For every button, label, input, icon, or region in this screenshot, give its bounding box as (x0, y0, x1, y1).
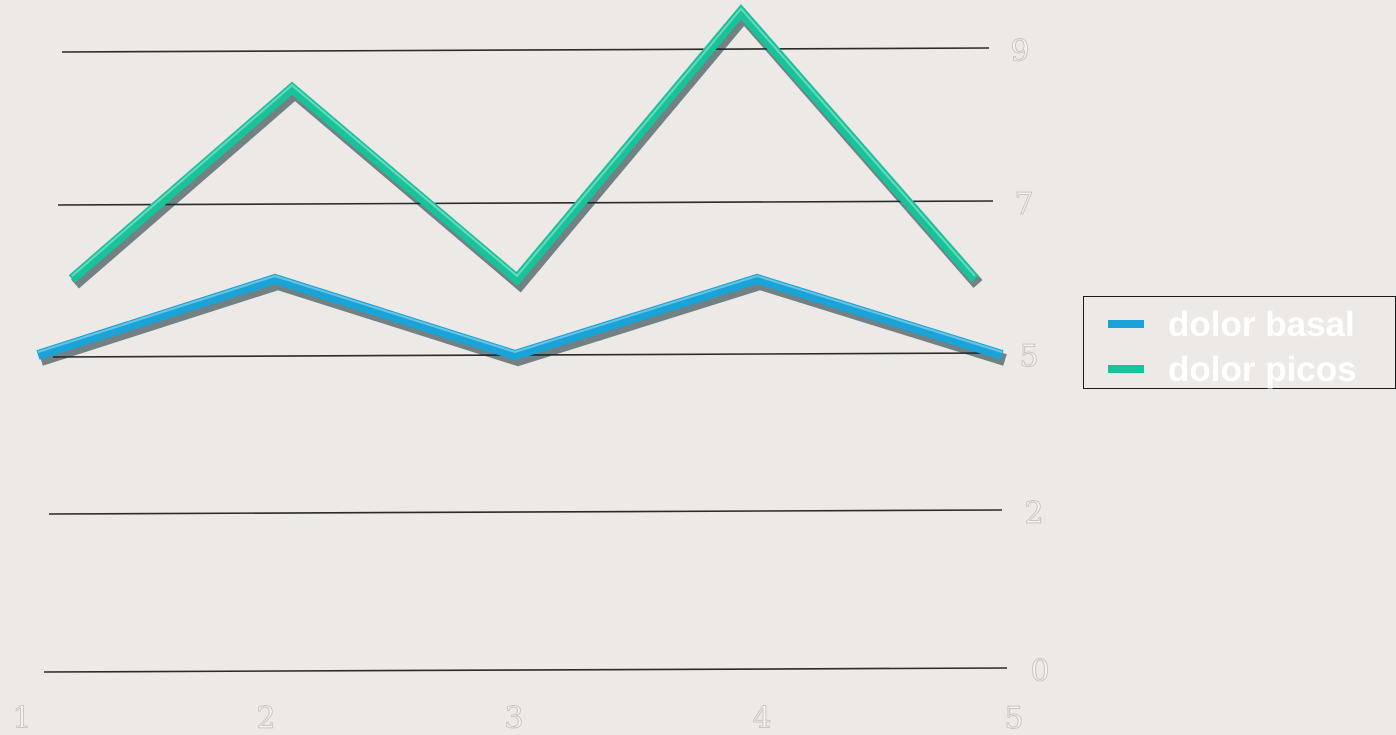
legend: dolor basal dolor picos (1083, 296, 1396, 389)
y-tick-label: 2 (1024, 496, 1043, 531)
legend-item-basal: dolor basal (1084, 305, 1395, 345)
x-tick-label: 5 (1004, 701, 1023, 735)
series-lines (36, 4, 1007, 367)
y-tick-label: 9 (1010, 34, 1029, 69)
legend-swatch (1108, 320, 1144, 328)
gridline (48, 509, 1003, 515)
x-tick-label: 1 (12, 701, 31, 735)
gridline (57, 200, 994, 206)
legend-label: dolor basal (1168, 305, 1355, 344)
y-tick-label: 5 (1019, 339, 1038, 374)
legend-label: dolor picos (1168, 350, 1357, 389)
y-tick-label: 7 (1014, 187, 1033, 222)
x-axis-ticks: 1 2 3 4 5 (12, 701, 1024, 735)
legend-swatch (1108, 365, 1144, 373)
y-tick-label: 0 (1030, 654, 1049, 689)
series-line-dolor-picos (68, 4, 983, 293)
series-line-dolor-basal (36, 273, 1007, 367)
legend-item-picos: dolor picos (1084, 350, 1395, 390)
gridline (43, 667, 1008, 673)
y-axis-ticks: 0 2 5 7 9 (1010, 34, 1050, 690)
gridline (61, 47, 990, 53)
x-tick-label: 4 (752, 701, 771, 735)
x-tick-label: 2 (256, 701, 275, 735)
x-tick-label: 3 (504, 701, 523, 735)
